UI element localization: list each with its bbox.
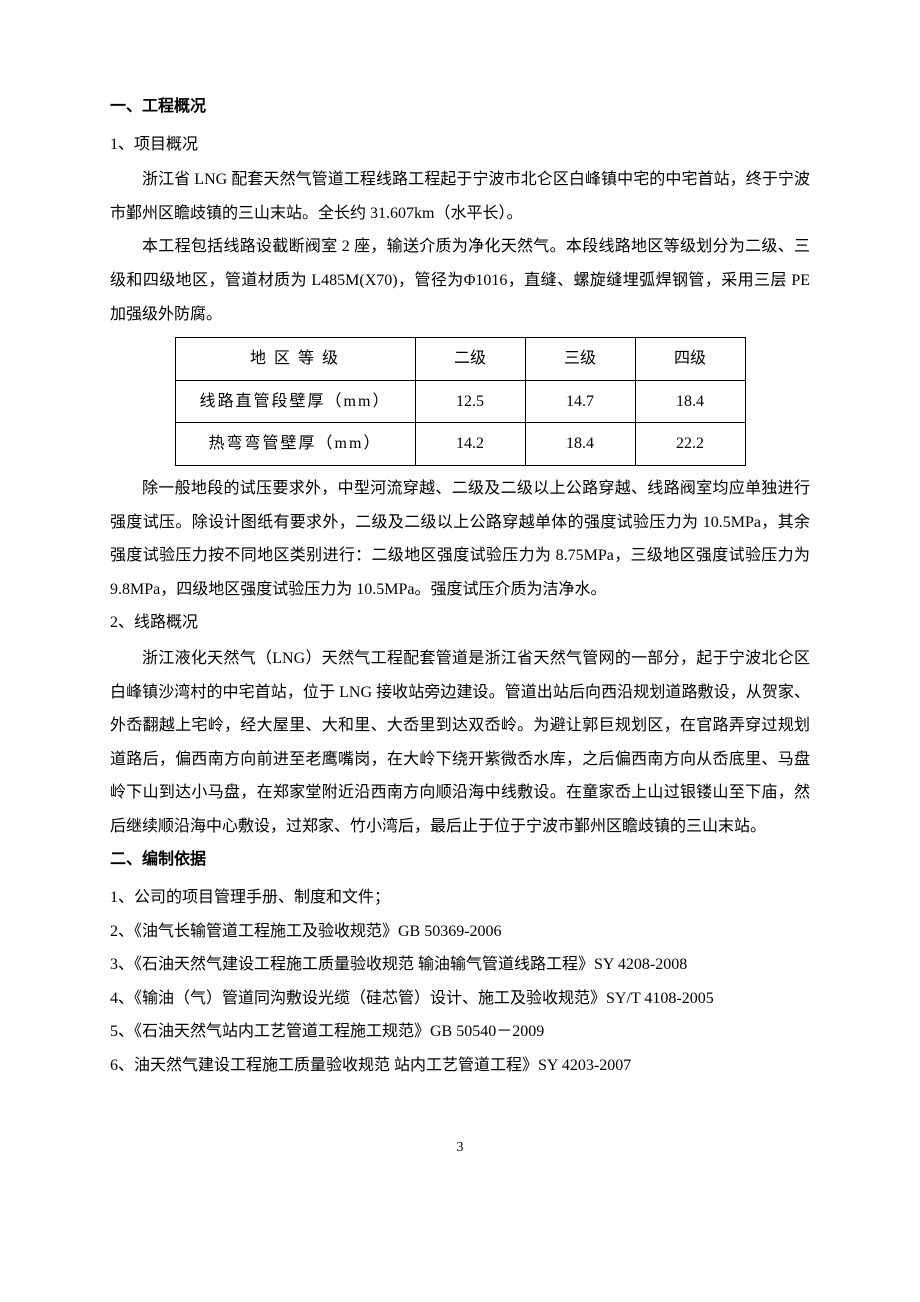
table-cell: 地 区 等 级 xyxy=(175,338,415,381)
para-1-3: 除一般地段的试压要求外，中型河流穿越、二级及二级以上公路穿越、线路阀室均应单独进… xyxy=(110,472,810,606)
table-cell: 12.5 xyxy=(415,380,525,423)
table-cell: 线路直管段壁厚（mm） xyxy=(175,380,415,423)
section-1-heading: 一、工程概况 xyxy=(110,90,810,124)
table-cell: 18.4 xyxy=(635,380,745,423)
reference-item: 3、《石油天然气建设工程施工质量验收规范 输油输气管道线路工程》SY 4208-… xyxy=(110,948,810,982)
reference-item: 6、油天然气建设工程施工质量验收规范 站内工艺管道工程》SY 4203-2007 xyxy=(110,1049,810,1083)
table-row: 地 区 等 级 二级 三级 四级 xyxy=(175,338,745,381)
reference-item: 2、《油气长输管道工程施工及验收规范》GB 50369-2006 xyxy=(110,915,810,949)
reference-item: 5、《石油天然气站内工艺管道工程施工规范》GB 50540－2009 xyxy=(110,1015,810,1049)
table-cell: 14.7 xyxy=(525,380,635,423)
table-cell: 三级 xyxy=(525,338,635,381)
section-2-heading: 二、编制依据 xyxy=(110,843,810,877)
subsection-1-1-label: 1、项目概况 xyxy=(110,128,810,162)
table-cell: 热弯弯管壁厚（mm） xyxy=(175,423,415,466)
para-1-2: 本工程包括线路设截断阀室 2 座，输送介质为净化天然气。本段线路地区等级划分为二… xyxy=(110,230,810,331)
grade-table: 地 区 等 级 二级 三级 四级 线路直管段壁厚（mm） 12.5 14.7 1… xyxy=(175,337,746,466)
table-cell: 14.2 xyxy=(415,423,525,466)
table-row: 热弯弯管壁厚（mm） 14.2 18.4 22.2 xyxy=(175,423,745,466)
table-row: 线路直管段壁厚（mm） 12.5 14.7 18.4 xyxy=(175,380,745,423)
page-number: 3 xyxy=(110,1133,810,1162)
para-1-1: 浙江省 LNG 配套天然气管道工程线路工程起于宁波市北仑区白峰镇中宅的中宅首站，… xyxy=(110,163,810,230)
para-2-1: 浙江液化天然气（LNG）天然气工程配套管道是浙江省天然气管网的一部分，起于宁波北… xyxy=(110,642,810,844)
grade-table-wrap: 地 区 等 级 二级 三级 四级 线路直管段壁厚（mm） 12.5 14.7 1… xyxy=(110,337,810,466)
table-cell: 18.4 xyxy=(525,423,635,466)
reference-item: 4、《输油（气）管道同沟敷设光缆（硅芯管）设计、施工及验收规范》SY/T 410… xyxy=(110,982,810,1016)
table-cell: 22.2 xyxy=(635,423,745,466)
subsection-1-2-label: 2、线路概况 xyxy=(110,606,810,640)
table-cell: 二级 xyxy=(415,338,525,381)
table-cell: 四级 xyxy=(635,338,745,381)
reference-item: 1、公司的项目管理手册、制度和文件； xyxy=(110,881,810,915)
